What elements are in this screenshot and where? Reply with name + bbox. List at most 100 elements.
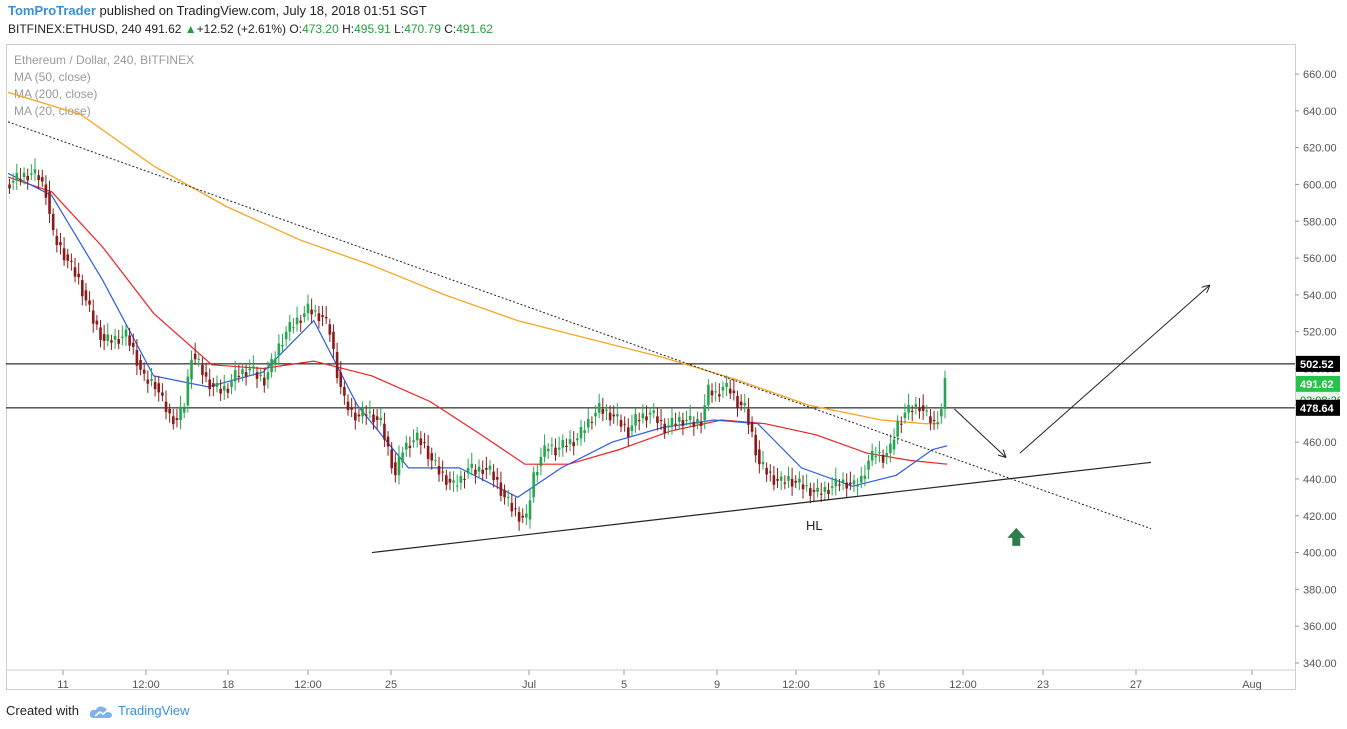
candle-down [554, 447, 557, 456]
candle-down [929, 416, 932, 423]
candle-up [452, 480, 455, 483]
author-name[interactable]: TomProTrader [8, 3, 96, 18]
lower-support-trendline [371, 461, 1152, 554]
x-tick-label: 11 [57, 679, 68, 690]
candle-down [485, 467, 488, 470]
candle-down [321, 315, 324, 317]
candle-up [907, 404, 910, 413]
candle-up [455, 485, 459, 487]
candle-up [233, 369, 237, 382]
candle-down [161, 392, 164, 396]
candle-down [481, 469, 484, 474]
candle-down [900, 423, 903, 425]
footer: Created with TradingView [6, 703, 190, 719]
candle-up [22, 172, 26, 178]
candle-down [408, 445, 412, 449]
candle-down [768, 471, 772, 473]
candle-up [579, 427, 583, 439]
candle-down [394, 462, 397, 476]
candle-up [834, 478, 838, 487]
candle-down [674, 423, 677, 425]
candle-down [142, 369, 146, 374]
projection-down-arrow [954, 408, 1005, 457]
candle-down [383, 423, 386, 440]
candle-down [794, 480, 798, 483]
candle-up [805, 485, 808, 487]
candle-down [849, 482, 852, 485]
tradingview-brand[interactable]: TradingView [118, 703, 190, 718]
close-value: 491.62 [456, 22, 493, 36]
candle-down [110, 340, 113, 343]
candle-down [463, 478, 466, 480]
candle-up [361, 408, 364, 417]
candle-down [750, 421, 754, 432]
candle-down [48, 191, 51, 214]
candle-up [878, 452, 881, 454]
candle-up [914, 404, 918, 409]
candle-up [477, 466, 481, 472]
low-value: 470.79 [404, 22, 441, 36]
candle-up [630, 425, 634, 432]
candle-down [102, 334, 106, 341]
candle-down [335, 351, 339, 379]
ohlc-bar: BITFINEX:ETHUSD, 240 491.62 ▲+12.52 (+2.… [8, 22, 493, 36]
candle-down [172, 416, 175, 425]
candle-up [288, 322, 292, 332]
candle-up [896, 420, 899, 437]
candle-down [419, 438, 423, 446]
candle-down [339, 372, 343, 387]
candle-up [230, 381, 233, 387]
symbol-label: BITFINEX:ETHUSD, 240 [8, 22, 142, 36]
candle-down [448, 478, 452, 483]
green-up-arrow-icon [1007, 527, 1026, 546]
candle-down [845, 482, 848, 489]
candle-up [536, 471, 539, 476]
candle-down [838, 484, 841, 486]
candle-up [121, 336, 124, 338]
candle-down [728, 388, 732, 394]
created-with-text: Created with [6, 703, 79, 718]
price-chart[interactable]: 340.00 360.00 380.00 400.00 420.00 440.00 460.… [6, 44, 1343, 691]
candle-up [743, 403, 747, 406]
candle-down [445, 475, 448, 485]
candle-down [77, 273, 80, 278]
candle-up [586, 418, 590, 428]
candle-up [466, 467, 470, 474]
candle-up [634, 414, 637, 426]
candle-up [841, 479, 845, 483]
candle-down [19, 178, 22, 181]
candle-up [295, 317, 299, 325]
candle-up [798, 478, 801, 483]
y-tick-label: 640.00 [1303, 106, 1337, 118]
candle-down [430, 453, 434, 461]
candle-down [656, 416, 659, 423]
candle-up [306, 303, 310, 314]
candle-up [179, 406, 182, 421]
projection-up-arrow [1019, 286, 1209, 454]
candle-up [404, 442, 408, 450]
candle-up [506, 496, 510, 498]
candle-up [725, 382, 728, 387]
candle-down [645, 416, 648, 421]
candle-up [677, 417, 681, 422]
candle-down [226, 388, 230, 393]
candle-up [550, 444, 554, 446]
candle-up [528, 500, 532, 520]
candle-down [164, 401, 168, 412]
candle-down [503, 489, 506, 498]
candle-down [310, 309, 313, 315]
candle-up [685, 420, 688, 422]
candle-down [612, 414, 616, 417]
candle-up [561, 439, 565, 448]
candle-down [37, 175, 40, 181]
chart-container[interactable]: 340.00 360.00 380.00 400.00 420.00 440.00 460.… [6, 44, 1343, 691]
candle-down [146, 379, 150, 384]
candle-down [364, 414, 368, 416]
candle-down [423, 442, 426, 444]
candle-down [84, 290, 88, 301]
candle-up [936, 422, 939, 424]
candle-down [73, 267, 77, 277]
candle-down [128, 335, 131, 346]
candle-up [940, 408, 943, 417]
candle-up [889, 443, 892, 454]
